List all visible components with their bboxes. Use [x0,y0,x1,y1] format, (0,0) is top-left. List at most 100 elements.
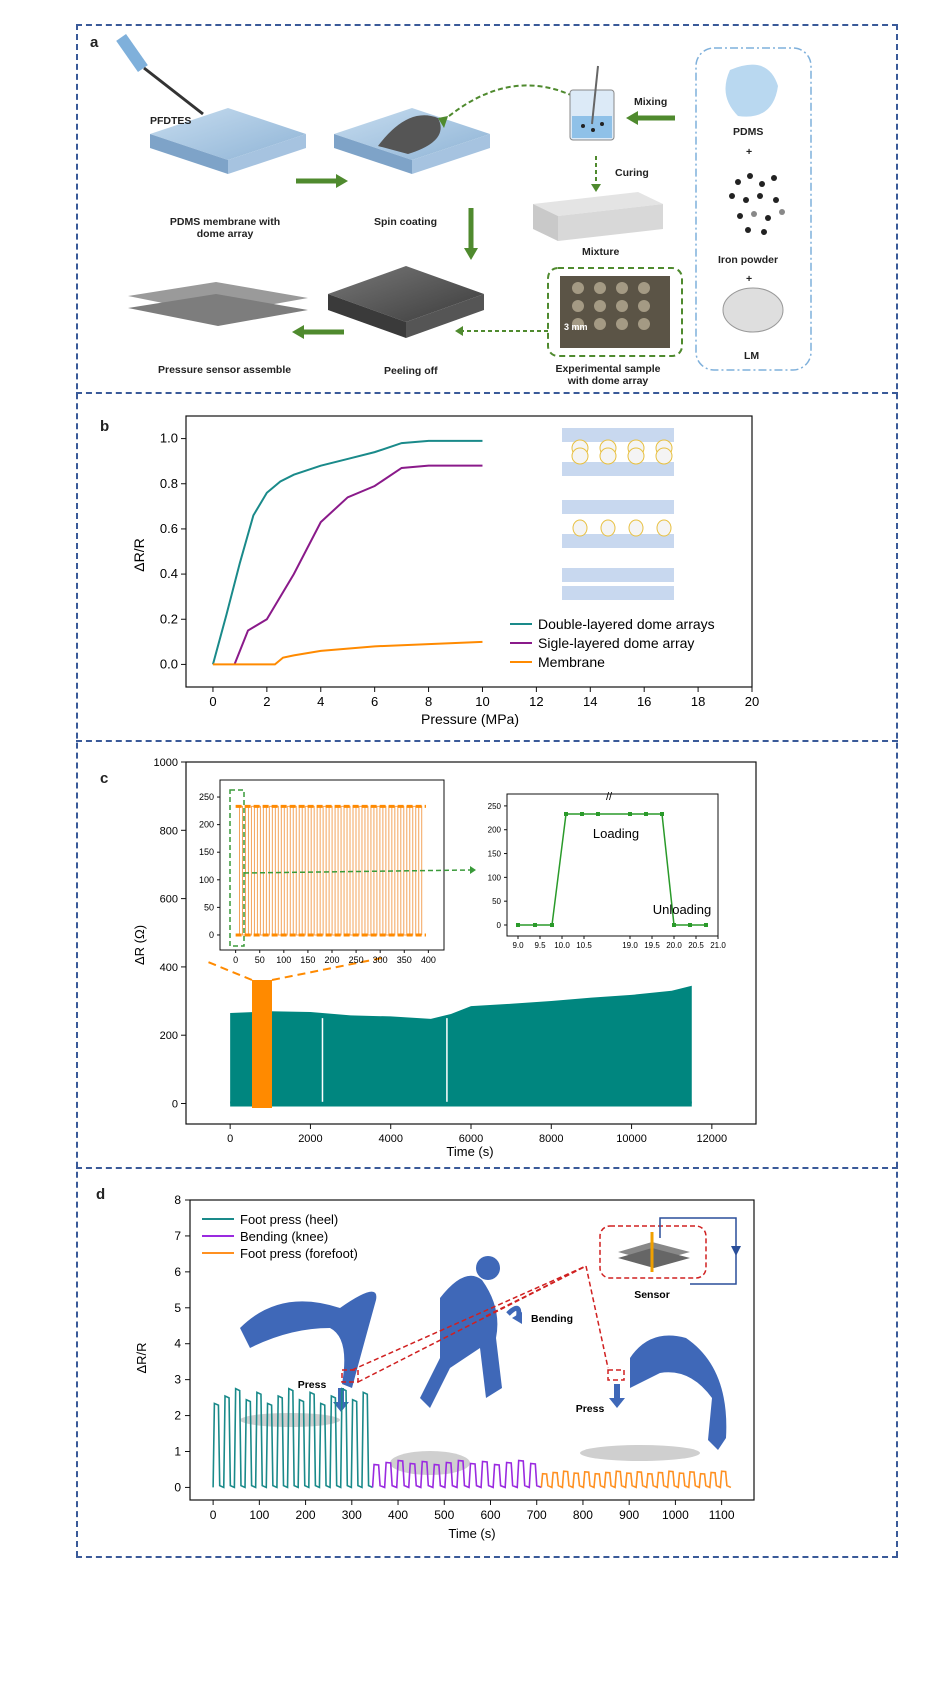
sample-photo-frame [547,267,683,357]
inset2-x-tick-label: 19.0 [622,941,638,950]
x-tick-label-d: 900 [619,1508,639,1522]
y-tick-label-d: 7 [174,1229,181,1243]
series-line-d-1 [371,1459,542,1489]
inset1-x-tick-label: 350 [397,955,412,965]
inset1-x-tick-label: 300 [373,955,388,965]
y-tick-label-c: 200 [160,1030,178,1042]
y-tick-label-c: 1000 [154,757,178,769]
chart-c: 0 2000 4000 6000 8000 10000 120000200400600800… [132,757,757,1159]
y-tick-label-c: 600 [160,894,178,906]
beaker-icon [569,65,615,141]
inset2-x-tick-label: 21.0 [710,941,726,950]
x-tick-label-b: 18 [691,694,705,709]
label-pressure-sensor: Pressure sensor assemble [158,364,292,376]
figure-frame [76,24,898,1557]
y-tick-label-d: 4 [174,1337,181,1351]
inset2-x-tick-label: 20.5 [688,941,704,950]
inset1-x-tick-label: 100 [276,955,291,965]
press-label-1: Press [298,1379,327,1391]
inset1-x-tick-label: 250 [349,955,364,965]
zoom-highlight [252,980,272,1108]
label-peeling-off: Peeling off [384,365,438,377]
x-tick-label-d: 100 [249,1508,269,1522]
legend-label-d-2: Foot press (forefoot) [240,1246,358,1261]
x-tick-label-c: 12000 [697,1133,728,1145]
sensor-box [599,1225,707,1279]
spin-coating-tile [334,108,490,174]
x-tick-label-d: 700 [527,1508,547,1522]
press-label-2: Press [576,1403,605,1415]
dome-schematic [562,428,674,600]
inset1-x-tick-label: 200 [324,955,339,965]
x-tick-label-b: 6 [371,694,378,709]
inset2-y-tick-label: 50 [492,897,501,906]
x-tick-label-d: 400 [388,1508,408,1522]
unloading-label: Unloading [653,902,712,917]
inset1-y-tick-label: 50 [204,902,214,912]
label-pdms-membrane: PDMS membrane with dome array [169,216,281,240]
liquid-metal-icon [722,287,784,333]
divider-ab [76,392,898,394]
inset1-x-tick-label: 0 [233,955,238,965]
label-iron-powder: Iron powder [718,254,779,266]
divider-bc [76,740,898,742]
panel-b-label: b [100,418,110,435]
x-axis-label-d: Time (s) [448,1526,495,1541]
y-tick-label-b: 0.0 [160,656,178,671]
x-tick-label-b: 8 [425,694,432,709]
label-mixture: Mixture [582,246,620,258]
series-line-d-0 [212,1387,373,1489]
inset2-x-tick-label: 19.5 [644,941,660,950]
y-tick-label-d: 5 [174,1301,181,1315]
iron-powder-icon [729,173,785,235]
x-tick-label-b: 16 [637,694,651,709]
x-tick-label-d: 300 [342,1508,362,1522]
axis-break-mark: // [606,791,613,803]
inset1-x-tick-label: 400 [421,955,436,965]
y-tick-label-d: 0 [174,1480,181,1494]
plot-frame-b [185,415,753,688]
inset-1: 0 50 100 150 200 250 300 350 400 0 50 100 150 200 250 [199,779,476,965]
inset2-x-tick-label: 10.0 [554,941,570,950]
label-curing: Curing [615,167,649,179]
inset2-x-tick-label: 10.5 [576,941,592,950]
x-tick-label-b: 2 [263,694,270,709]
label-pfdtes: PFDTES [150,115,192,127]
label-plus-1: + [746,146,753,158]
y-tick-label-d: 6 [174,1265,181,1279]
inset2-y-tick-label: 250 [488,802,502,811]
pdms-drop-icon [725,64,778,117]
x-tick-label-c: 2000 [298,1133,322,1145]
area-c [230,985,692,1104]
x-tick-label-d: 1000 [662,1508,689,1522]
inset-2: 9.0 9.5 10.0 10.5 19.0 19.5 20.0 20.5 21.0 0 50 100… [488,791,727,950]
x-tick-label-d: 200 [296,1508,316,1522]
pdms-membrane-tile [150,108,306,174]
x-tick-label-d: 800 [573,1508,593,1522]
series-line-b-2 [212,640,483,666]
peeled-tile [328,266,484,338]
x-tick-label-b: 14 [583,694,597,709]
y-tick-label-c: 800 [160,825,178,837]
x-tick-label-b: 10 [475,694,489,709]
x-tick-label-d: 1100 [709,1508,735,1522]
frame-top [76,24,898,26]
sensor-label: Sensor [634,1289,670,1301]
materials-box [695,47,812,371]
baseline-c [230,1101,692,1107]
inset1-y-tick-label: 150 [199,847,214,857]
series-line-b-1 [233,464,483,665]
y-tick-label-b: 0.4 [160,566,178,581]
x-axis-label-c: Time (s) [446,1144,493,1159]
chart-b: 0 2 4 6 8 10 12 14 16 18 20 0.0 0.2 0.4 0.6 0.8 1.0 Doub… [131,415,759,727]
inset2-x-tick-label: 9.0 [512,941,524,950]
panel-c-label: c [100,770,109,787]
pipette-icon [116,33,208,124]
label-plus-2: + [746,273,753,285]
plot-frame-d [189,1199,755,1501]
legend-label-d-0: Foot press (heel) [240,1212,338,1227]
y-tick-label-c: 0 [172,1099,178,1111]
inset2-y-tick-label: 100 [488,873,502,882]
x-tick-label-b: 0 [209,694,216,709]
inset2-y-tick-label: 150 [488,850,502,859]
